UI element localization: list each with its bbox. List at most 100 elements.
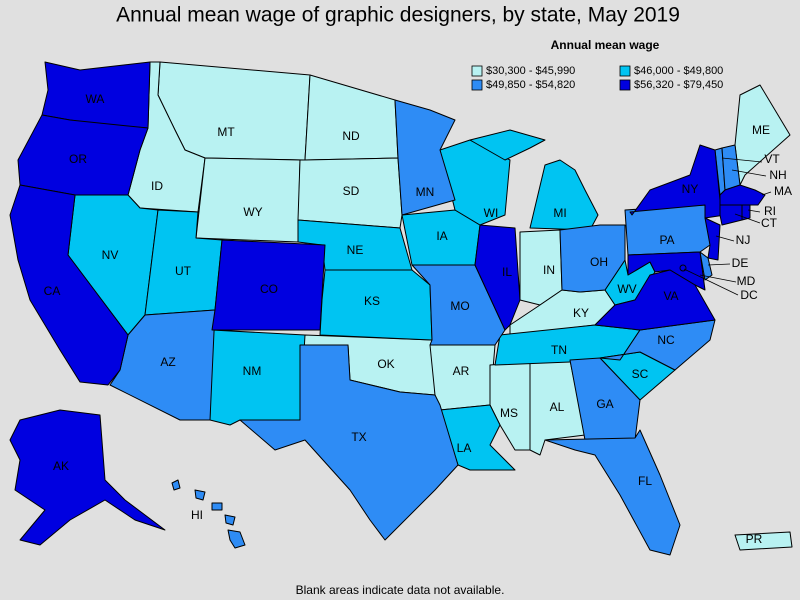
state-shape <box>699 251 713 281</box>
state-label: OR <box>69 152 87 166</box>
state-label: PR <box>746 532 763 546</box>
state-shape <box>211 239 326 331</box>
state-label: NJ <box>736 233 751 247</box>
state-label: KS <box>364 294 380 308</box>
state-shape <box>439 404 516 471</box>
state-label: TX <box>351 430 366 444</box>
leader-line <box>683 268 739 296</box>
legend: $30,300 - $45,990 $46,000 - $49,800 $49,85… <box>471 65 723 91</box>
legend-label: $30,300 - $45,990 <box>486 65 575 77</box>
legend-label: $49,850 - $54,820 <box>486 79 575 91</box>
leader-lines <box>683 157 772 296</box>
state-label: IL <box>502 265 512 279</box>
state-label: WI <box>484 206 499 220</box>
state-label: WA <box>86 92 105 106</box>
state-label: NH <box>769 168 786 182</box>
state-shape <box>719 204 743 226</box>
state-shape <box>469 129 546 161</box>
state-label: NV <box>102 248 119 262</box>
state-label: AZ <box>160 355 175 369</box>
states: MT ID WY ND SD OK AR MS AL IN KY ME PR NV UT NE KS NM IA WI… <box>9 61 793 556</box>
state-shape <box>704 217 721 261</box>
state-label: WY <box>243 205 262 219</box>
state-label: KY <box>573 306 589 320</box>
leader-line <box>721 157 763 163</box>
state-label: ND <box>342 129 360 143</box>
state-label: MA <box>774 184 792 198</box>
state-label: DC <box>740 288 758 302</box>
state-label: SC <box>632 367 649 381</box>
state-shape <box>734 531 793 551</box>
state-shape <box>559 224 626 293</box>
state-label: LA <box>457 441 472 455</box>
legend-swatch <box>471 79 483 91</box>
state-shape <box>17 114 149 196</box>
state-shape <box>239 344 459 541</box>
state-shape <box>624 204 711 256</box>
state-label: MT <box>217 125 235 139</box>
state-label: CA <box>44 284 61 298</box>
state-label: MN <box>416 185 435 199</box>
state-label: HI <box>191 508 203 522</box>
state-label: WV <box>617 282 636 296</box>
state-label: MS <box>500 406 518 420</box>
state-label: FL <box>638 474 652 488</box>
state-shape <box>224 514 236 526</box>
state-shape <box>741 204 751 221</box>
state-label: VA <box>663 289 678 303</box>
leader-line <box>761 191 772 196</box>
state-label: IN <box>543 263 555 277</box>
state-shape <box>734 84 791 186</box>
state-shape <box>569 357 641 441</box>
state-label: DE <box>732 256 749 270</box>
state-label: ME <box>752 123 770 137</box>
state-shape <box>394 99 456 216</box>
state-label: MI <box>553 206 566 220</box>
state-shape <box>474 224 521 331</box>
state-label: NC <box>657 333 675 347</box>
leader-line <box>734 213 761 224</box>
footnote: Blank areas indicate data not available. <box>296 583 505 597</box>
state-label: CT <box>761 216 778 230</box>
state-shape <box>544 429 681 556</box>
state-label: AR <box>453 364 470 378</box>
state-label: ID <box>151 179 163 193</box>
leader-line <box>715 235 735 242</box>
legend-label: $56,320 - $79,450 <box>634 79 723 91</box>
state-label: CO <box>260 282 278 296</box>
state-shape <box>171 479 181 491</box>
state-shape <box>9 184 129 386</box>
legend-title: Annual mean wage <box>551 38 660 52</box>
state-label: MO <box>450 299 469 313</box>
legend-swatch <box>619 65 631 77</box>
state-label: GA <box>596 397 613 411</box>
state-label: PA <box>659 233 674 247</box>
legend-swatch <box>619 79 631 91</box>
state-label: VT <box>764 152 780 166</box>
state-shape <box>211 502 223 511</box>
state-shape <box>195 157 301 243</box>
state-shape <box>9 409 166 546</box>
state-label: TN <box>551 343 567 357</box>
state-label: IA <box>436 229 447 243</box>
state-label: OK <box>377 357 394 371</box>
state-shape <box>679 264 687 272</box>
legend-swatch <box>471 65 483 77</box>
state-label: SD <box>343 184 360 198</box>
state-label: NY <box>682 182 699 196</box>
state-label: MD <box>737 274 756 288</box>
legend-label: $46,000 - $49,800 <box>634 65 723 77</box>
state-shape <box>194 489 206 501</box>
state-label: AK <box>53 459 69 473</box>
state-shape <box>227 529 246 549</box>
state-label: AL <box>550 400 565 414</box>
state-label: NE <box>347 243 364 257</box>
leader-line <box>699 274 737 283</box>
map-title: Annual mean wage of graphic designers, b… <box>116 4 680 27</box>
state-label: RI <box>764 204 776 218</box>
state-shape <box>594 269 716 331</box>
state-label: OH <box>590 255 608 269</box>
state-label: UT <box>175 264 192 278</box>
leader-line <box>731 169 767 177</box>
